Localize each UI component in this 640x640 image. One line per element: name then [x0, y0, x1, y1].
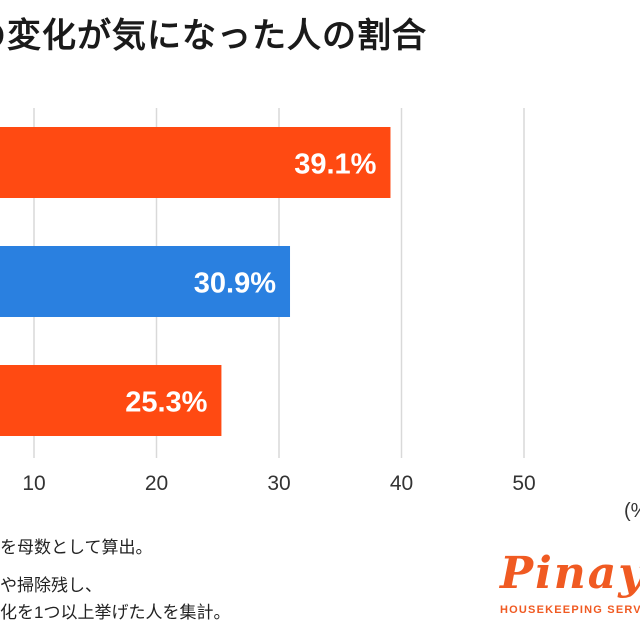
footnote-line-3: 化を1つ以上挙げた人を集計。: [0, 603, 231, 622]
x-tick-labels: 10203040506: [22, 472, 535, 495]
chart-title: の変化が気になった人の割合: [0, 17, 427, 55]
logo-wordmark: Pinay: [500, 548, 640, 599]
bar-value-label-1: 39.1%: [294, 149, 376, 181]
bar-1: [0, 127, 391, 198]
bar-value-label-2: 30.9%: [194, 268, 276, 300]
pinay-logo: Pinay HOUSEKEEPING SERVICE: [498, 548, 640, 628]
x-tick-label-30: 30: [267, 472, 290, 495]
x-tick-label-40: 40: [390, 472, 413, 495]
bar-3: [0, 365, 222, 436]
bar-2: [0, 246, 291, 317]
footnote-line-2: や掃除残し、: [0, 576, 102, 595]
x-tick-label-10: 10: [22, 472, 45, 495]
x-tick-label-20: 20: [145, 472, 168, 495]
footnote-line-1: を母数として算出。: [0, 538, 153, 557]
bars: 39.1% 30.9% 25.3%: [0, 127, 391, 436]
x-tick-label-50: 50: [512, 472, 535, 495]
x-axis-unit-label: (%: [624, 500, 640, 522]
logo-tagline: HOUSEKEEPING SERVICE: [500, 604, 640, 616]
bar-value-label-3: 25.3%: [125, 387, 207, 419]
